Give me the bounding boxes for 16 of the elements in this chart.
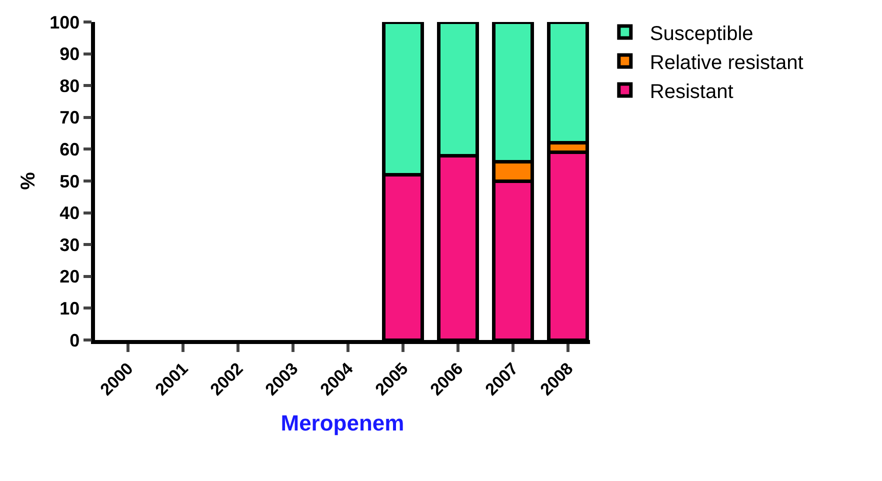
y-tick-label: 40	[60, 203, 80, 224]
legend-label: Relative resistant	[650, 52, 804, 74]
legend-label: Resistant	[650, 80, 734, 103]
y-tick-label: 100	[50, 12, 80, 32]
legend-label: Susceptible	[650, 22, 754, 45]
y-tick-label: 90	[60, 44, 80, 64]
y-tick-label: 30	[60, 234, 80, 255]
y-tick-label: 20	[60, 266, 80, 287]
y-tick-label: 10	[60, 298, 80, 318]
y-tick-label: 0	[70, 330, 80, 350]
y-tick-label: 80	[60, 76, 80, 96]
y-tick-label: 50	[60, 171, 80, 192]
x-axis-title: Meropenem	[280, 410, 404, 436]
y-tick-label: 60	[60, 140, 80, 160]
y-tick-label: 70	[60, 108, 80, 128]
y-axis-title: %	[18, 172, 40, 190]
